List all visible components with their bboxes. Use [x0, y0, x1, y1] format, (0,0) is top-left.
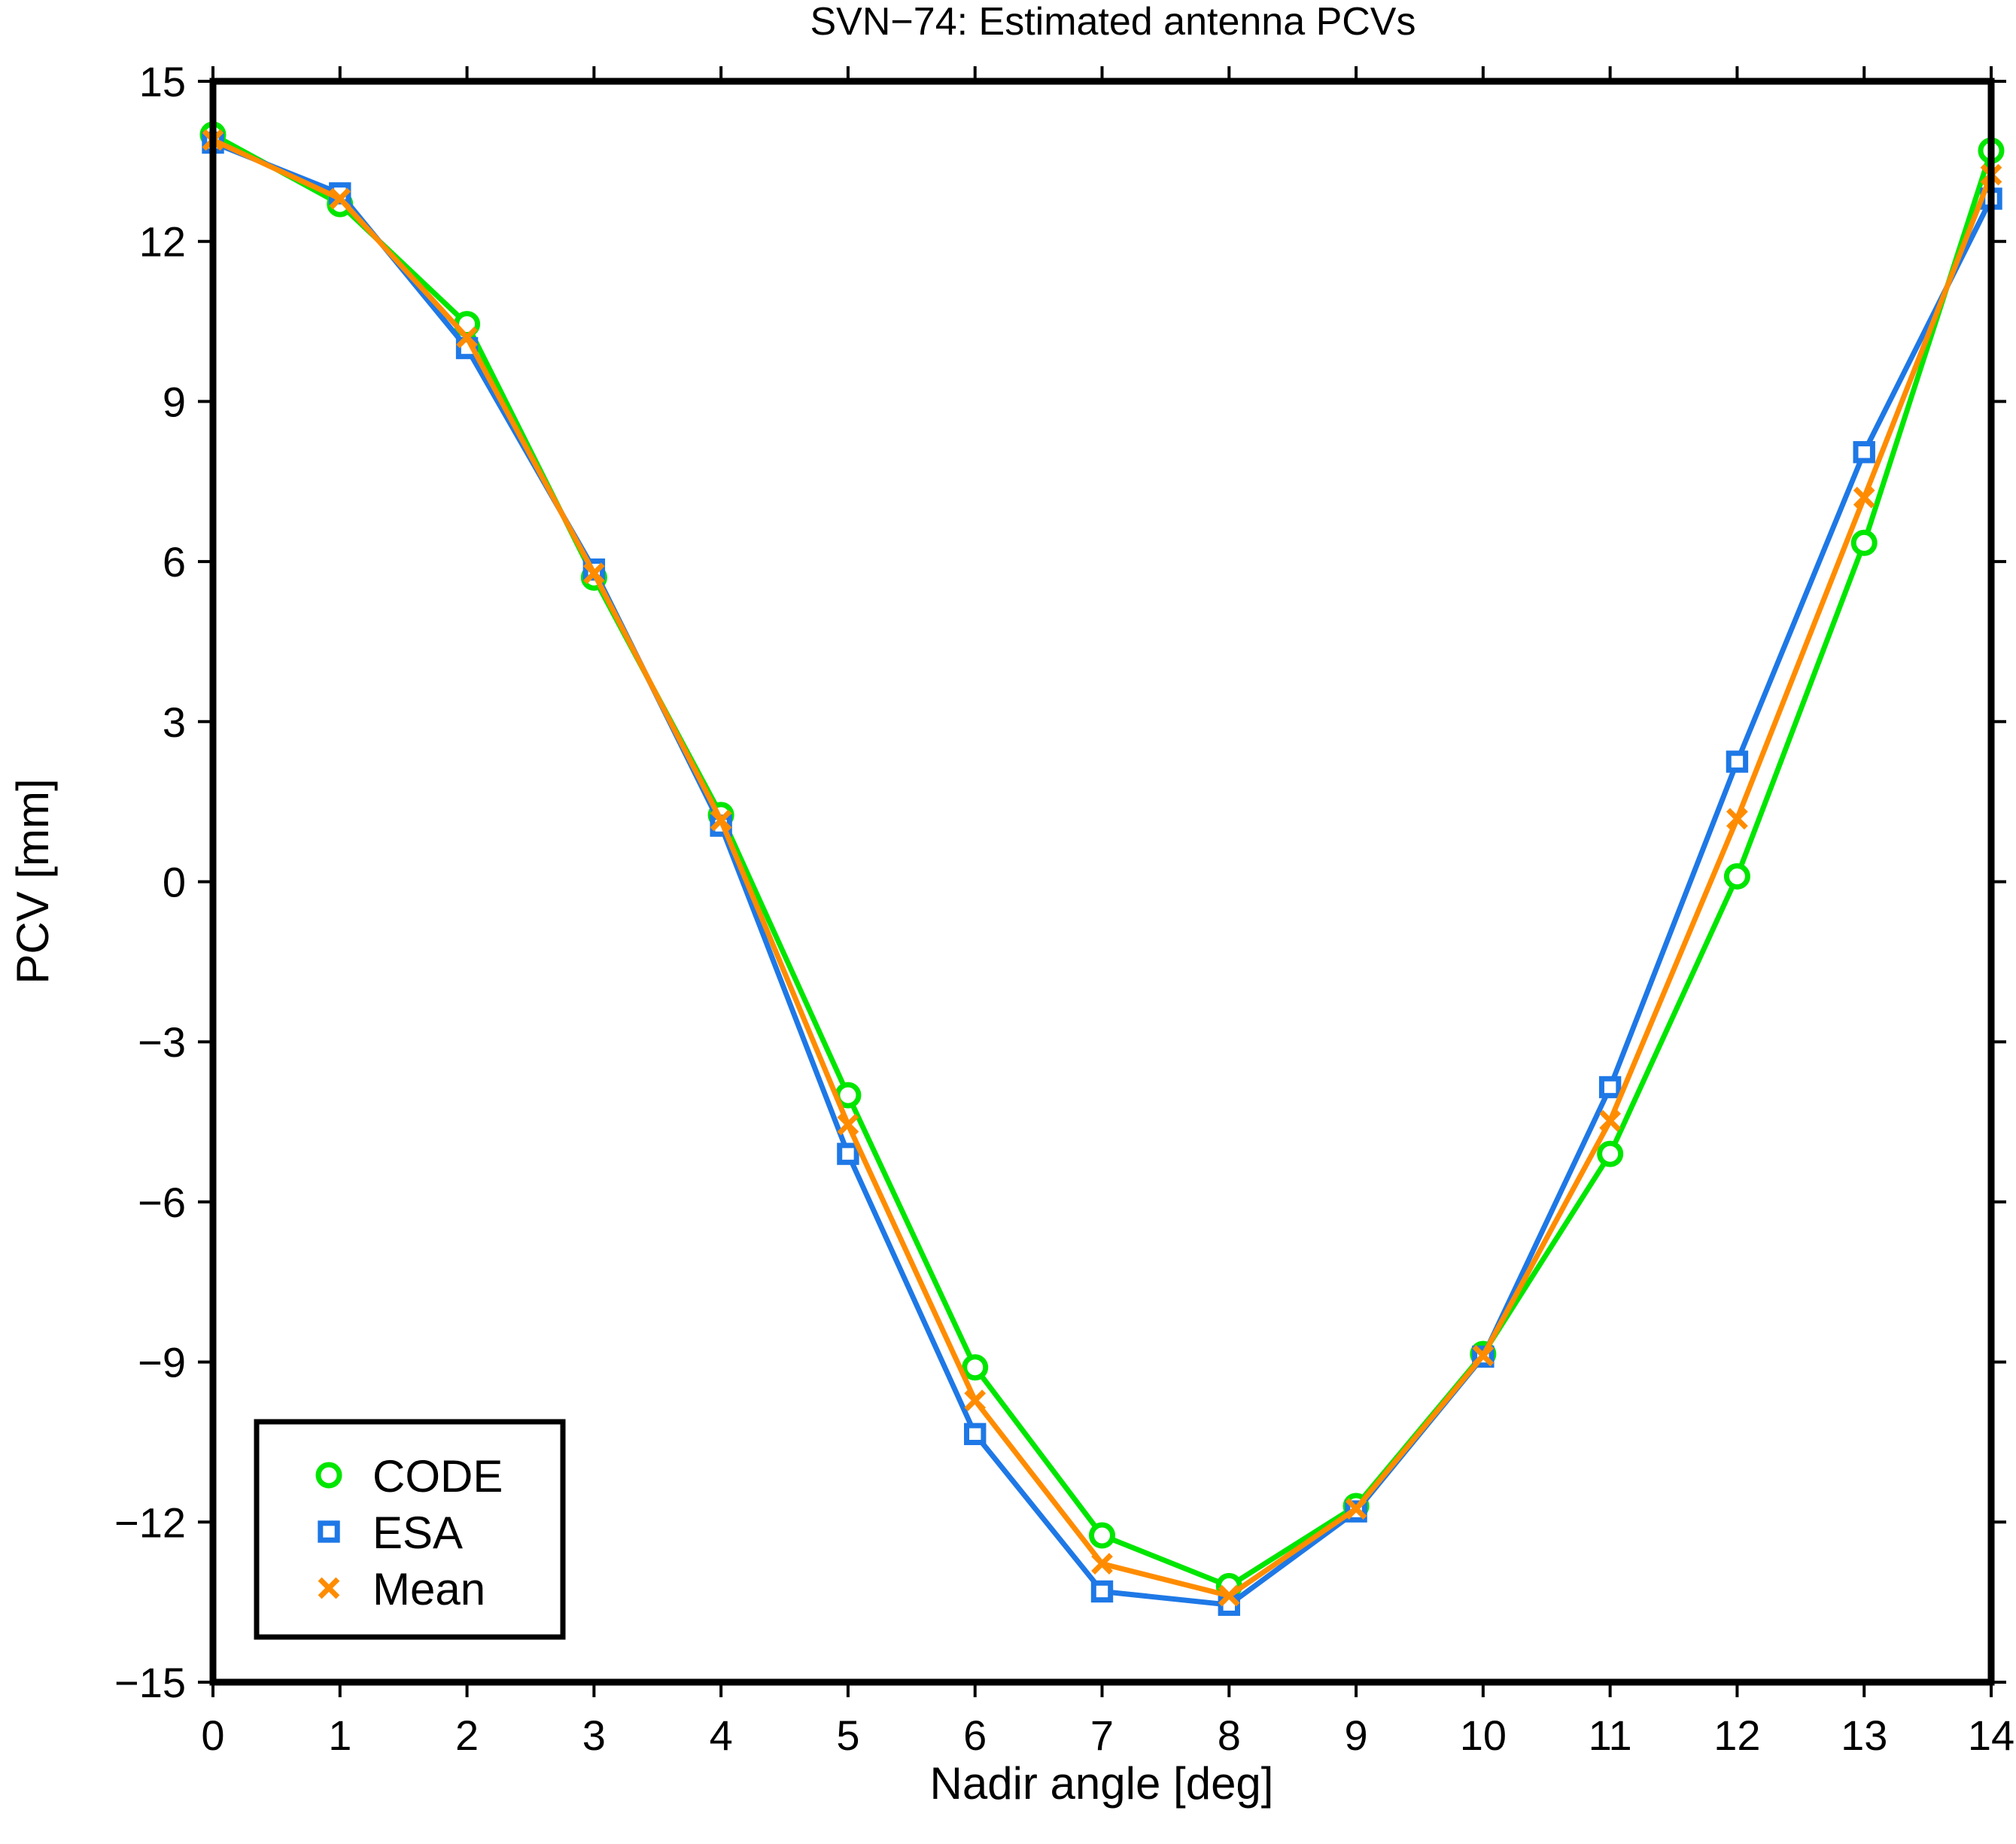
data-point-circle	[962, 1354, 989, 1381]
x-tick-label: 12	[1713, 1712, 1760, 1759]
y-tick-label: −9	[138, 1339, 186, 1386]
data-point-x	[1345, 1498, 1367, 1520]
data-point-circle	[1850, 529, 1878, 556]
data-point-x	[456, 326, 478, 348]
y-tick-label: −3	[138, 1018, 186, 1066]
y-tick-label: −6	[138, 1179, 186, 1226]
data-point-square	[1598, 1076, 1622, 1099]
x-tick-label: 7	[1090, 1712, 1114, 1759]
legend: CODE ESA Mean	[254, 1419, 566, 1640]
data-point-square	[1090, 1580, 1114, 1603]
x-tick-label: 13	[1841, 1712, 1887, 1759]
data-point-square	[964, 1423, 987, 1446]
data-point-square	[1853, 441, 1875, 464]
legend-label: Mean	[372, 1564, 485, 1614]
data-point-x	[1853, 486, 1875, 509]
y-tick-label: 15	[139, 58, 186, 105]
data-point-x	[710, 809, 732, 832]
x-tick-label: 9	[1344, 1712, 1367, 1759]
data-point-x	[837, 1113, 859, 1136]
series-line-mean	[211, 137, 1994, 1599]
data-point-square	[318, 1520, 340, 1543]
data-point-x	[1091, 1553, 1113, 1575]
y-tick-label: −12	[114, 1499, 186, 1546]
legend-box	[254, 1419, 566, 1640]
series-mean	[202, 129, 2002, 1607]
data-point-circle	[1723, 863, 1750, 890]
y-tick-label: 0	[163, 859, 186, 906]
y-tick-label: 3	[163, 698, 186, 746]
x-tick-label: 0	[201, 1712, 224, 1759]
data-point-x	[582, 562, 605, 585]
legend-label: CODE	[372, 1451, 503, 1502]
x-axis-label: Nadir angle [deg]	[930, 1758, 1274, 1809]
x-tick-label: 4	[710, 1712, 733, 1759]
legend-item: Mean	[318, 1564, 485, 1614]
x-tick-label: 11	[1589, 1712, 1632, 1759]
x-tick-label: 1	[328, 1712, 351, 1759]
legend-item: CODE	[315, 1451, 503, 1502]
y-axis-label: PCV [mm]	[8, 778, 58, 984]
x-tick-label: 8	[1218, 1712, 1241, 1759]
data-point-x	[1218, 1584, 1240, 1607]
x-tick-label: 10	[1460, 1712, 1507, 1759]
data-point-x	[318, 1577, 340, 1599]
data-point-square	[837, 1143, 859, 1165]
x-tick-label: 5	[836, 1712, 859, 1759]
data-point-circle	[1089, 1522, 1115, 1549]
series-line-code	[211, 132, 1994, 1589]
legend-label: ESA	[372, 1508, 463, 1558]
plot-frame	[209, 78, 1995, 1686]
data-point-x	[1599, 1109, 1622, 1132]
data-point-circle	[1597, 1140, 1624, 1167]
data-point-x	[1726, 808, 1748, 830]
x-tick-label: 6	[963, 1712, 987, 1759]
y-tick-label: 6	[163, 538, 186, 586]
plot-series	[199, 121, 2005, 1616]
x-tick-label: 3	[582, 1712, 606, 1759]
x-tick-label: 2	[455, 1712, 479, 1759]
data-point-x	[329, 187, 351, 210]
y-tick-label: −15	[114, 1659, 186, 1706]
data-point-x	[1472, 1344, 1495, 1367]
chart-title: SVN−74: Estimated antenna PCVs	[810, 0, 1415, 44]
y-tick-label: 9	[163, 378, 186, 425]
data-point-x	[964, 1389, 987, 1412]
y-tick-label: 12	[139, 218, 186, 266]
data-point-square	[1726, 750, 1749, 773]
x-tick-label: 14	[1968, 1712, 2014, 1759]
data-point-circle	[315, 1462, 342, 1489]
legend-item: ESA	[318, 1508, 463, 1558]
